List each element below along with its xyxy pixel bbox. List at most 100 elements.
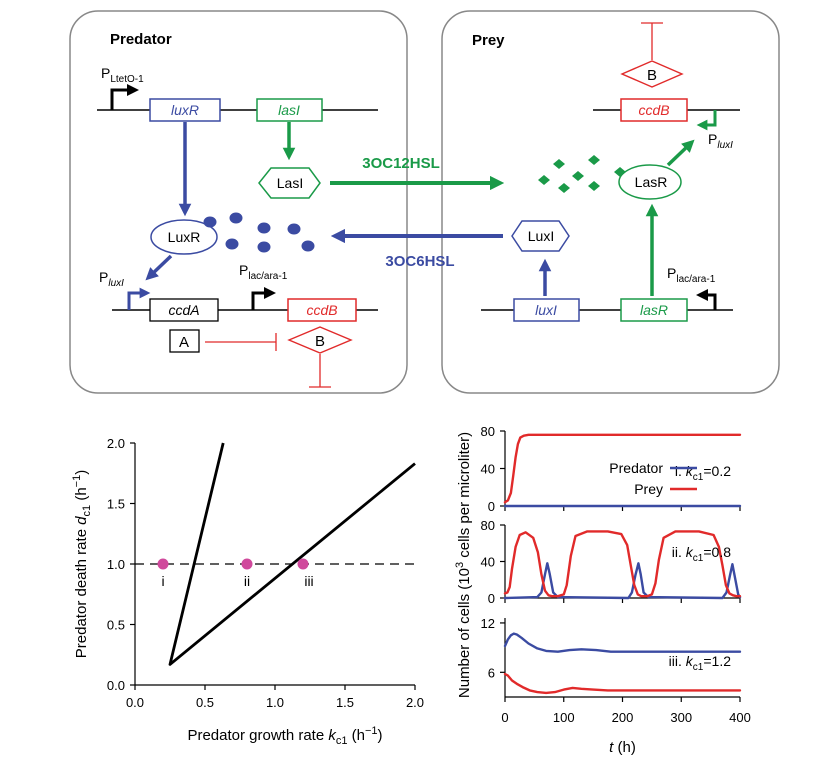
predator-box xyxy=(69,10,408,394)
ts-y-tick-label: 80 xyxy=(481,518,495,533)
prey-panel: Prey B ccdB PluxI LasR LuxI xyxy=(441,10,780,394)
protein-LuxR-label: LuxR xyxy=(168,229,201,245)
gene-lasI-box xyxy=(256,98,323,122)
ts-x-tick-label: 0 xyxy=(501,710,508,725)
phase-boundary-line xyxy=(168,442,416,666)
ts-y-tick-label: 6 xyxy=(488,665,495,680)
ts-y-tick-label: 80 xyxy=(481,424,495,439)
legend-predator-label: Predator xyxy=(609,460,663,476)
ts-y-tick-label: 40 xyxy=(481,555,495,570)
3oc12hsl-molecules xyxy=(538,155,626,193)
promoter-lac-icon xyxy=(251,287,276,310)
ts-panel-label: iii. kc1=1.2 xyxy=(669,653,732,673)
prey-title: Prey xyxy=(472,32,505,49)
protein-LasR-label: LasR xyxy=(635,174,668,190)
promoter-ltet-label: PLtetO-1 xyxy=(101,65,144,85)
gene-ccdA-label: ccdA xyxy=(168,302,199,318)
protein-LuxI-label: LuxI xyxy=(528,228,554,244)
prey-gene-luxI-box xyxy=(513,298,580,322)
prey-promoter-lac-label: Plac/ara-1 xyxy=(667,265,716,285)
phase-point-label: i xyxy=(161,573,164,589)
gene-ccdB-label: ccdB xyxy=(306,302,337,318)
prey-gene-ccdB-label: ccdB xyxy=(638,102,669,118)
phase-x-tick-label: 0.0 xyxy=(126,695,144,710)
phase-point-label: ii xyxy=(244,573,250,589)
prey-box-B-label: B xyxy=(647,67,657,84)
box-A-label: A xyxy=(179,334,189,351)
phase-y-axis-label: Predator death rate dc1 (h−1) xyxy=(71,470,93,658)
box-A xyxy=(169,329,200,353)
promoter-luxI-icon xyxy=(127,287,151,310)
prey-promoter-luxI-label: PluxI xyxy=(708,131,733,151)
phase-x-tick-label: 0.5 xyxy=(196,695,214,710)
ts-x-tick-label: 300 xyxy=(670,710,692,725)
ts-y-tick-label: 0 xyxy=(488,591,495,606)
prey-gene-lasR-box xyxy=(620,298,688,322)
ts-y-tick-label: 0 xyxy=(488,499,495,514)
predator-title: Predator xyxy=(110,31,172,48)
phase-y-tick-label: 1.0 xyxy=(107,557,125,572)
gene-luxR-label: luxR xyxy=(171,102,199,118)
3oc12hsl-label: 3OC12HSL xyxy=(362,155,440,172)
ts-x-tick-label: 100 xyxy=(553,710,575,725)
prey-gene-ccdB-box xyxy=(620,98,688,122)
phase-x-tick-label: 2.0 xyxy=(406,695,424,710)
phase-point xyxy=(157,558,169,570)
legend-prey-label: Prey xyxy=(634,481,663,497)
prey-gene-lasR-label: lasR xyxy=(640,302,668,318)
lasR-activation-arrow xyxy=(666,139,695,167)
ts-y-axis-label: Number of cells (103 cells per microlite… xyxy=(454,432,473,698)
protein-LuxI-hexagon xyxy=(511,220,570,252)
gene-ccdB-box xyxy=(287,298,357,322)
phase-x-tick-label: 1.5 xyxy=(336,695,354,710)
ts-x-tick-label: 400 xyxy=(729,710,751,725)
prey-box-B-diamond xyxy=(620,60,684,88)
prey-gene-luxI-label: luxI xyxy=(535,302,557,318)
phase-y-tick-label: 1.5 xyxy=(107,497,125,512)
promoter-lac-label: Plac/ara-1 xyxy=(239,262,288,282)
protein-LasI-hexagon xyxy=(258,167,321,199)
ts-series-prey xyxy=(503,433,742,504)
ts-series-predator xyxy=(503,562,742,600)
phase-point-label: iii xyxy=(304,573,313,589)
ts-x-axis-label: t (h) xyxy=(609,739,636,756)
ts-panel-label: i. kc1=0.2 xyxy=(675,463,731,483)
predator-B-kill-bar xyxy=(309,354,331,388)
gene-luxR-box xyxy=(149,98,221,122)
A-inhibits-B-bar xyxy=(205,333,277,351)
promoter-luxI-label: PluxI xyxy=(99,269,124,289)
3oc6hsl-label: 3OC6HSL xyxy=(385,253,454,270)
prey-B-kill-bar xyxy=(641,22,663,60)
luxR-activation-arrow xyxy=(145,254,173,281)
3oc6hsl-molecules xyxy=(203,212,315,253)
prey-promoter-luxI-icon xyxy=(696,110,717,131)
phase-y-tick-label: 0.0 xyxy=(107,678,125,693)
prey-box xyxy=(441,10,780,394)
phase-y-tick-label: 0.5 xyxy=(107,618,125,633)
phase-point xyxy=(241,558,253,570)
prey-promoter-lac-icon xyxy=(696,289,717,310)
phase-x-tick-label: 1.0 xyxy=(266,695,284,710)
predator-panel: Predator PLtetO-1 luxR lasI LasI LuxR xyxy=(69,10,408,394)
ts-series-prey xyxy=(503,672,742,695)
ts-y-tick-label: 12 xyxy=(481,616,495,631)
predator-box-B-diamond xyxy=(287,326,353,354)
protein-LasI-label: LasI xyxy=(277,175,303,191)
predator-box-B-label: B xyxy=(315,333,325,350)
gene-lasI-label: lasI xyxy=(278,102,300,118)
gene-ccdA-box xyxy=(149,298,219,322)
phase-y-tick-label: 2.0 xyxy=(107,436,125,451)
phase-diagram: 0.0 0.5 1.0 1.5 2.00.00.51.01.52.0i ii iiiPred… xyxy=(71,436,424,747)
ts-y-tick-label: 40 xyxy=(481,462,495,477)
ts-x-tick-label: 200 xyxy=(612,710,634,725)
phase-x-axis-label: Predator growth rate kc1 (h−1) xyxy=(187,725,382,747)
time-series-panels: 0 40 80 i. kc1=0.2 0 40 80 ii. kc1=0.8 6 12 iii. k… xyxy=(454,424,751,756)
ts-panel-label: ii. kc1=0.8 xyxy=(672,544,731,564)
protein-LasR-ellipse xyxy=(618,164,682,200)
ts-series-predator xyxy=(503,632,742,653)
promoter-ltet-icon xyxy=(110,84,139,110)
phase-point xyxy=(297,558,309,570)
ts-series-prey xyxy=(503,530,742,598)
protein-LuxR-ellipse xyxy=(150,219,218,255)
